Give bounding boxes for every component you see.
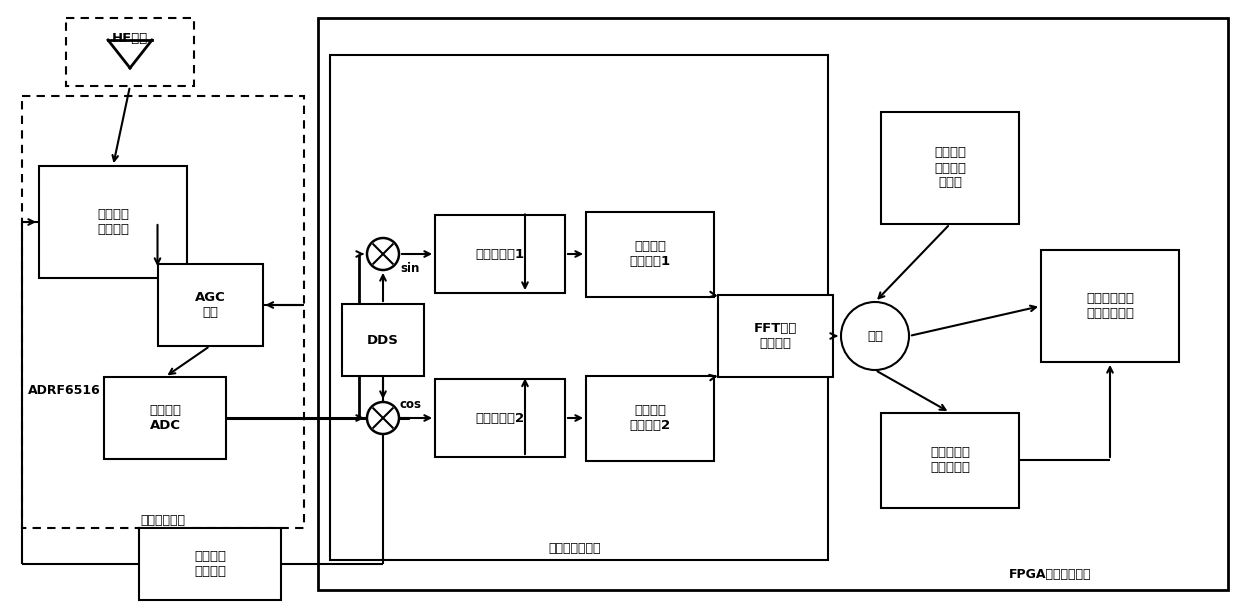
Bar — [587, 212, 714, 296]
Text: DDS: DDS — [367, 334, 399, 346]
Text: 动态特征系
数提取模块: 动态特征系 数提取模块 — [930, 446, 970, 474]
Text: 外部频率
控制模块: 外部频率 控制模块 — [193, 550, 226, 578]
Bar — [38, 166, 187, 278]
Bar — [718, 295, 832, 377]
Bar — [317, 18, 1228, 590]
Bar — [435, 379, 565, 457]
Text: 前端模拟装置: 前端模拟装置 — [140, 513, 186, 526]
Circle shape — [367, 238, 399, 270]
Text: 非相干解调装置: 非相干解调装置 — [549, 542, 601, 554]
Bar — [587, 376, 714, 460]
Bar — [880, 112, 1019, 224]
Text: 模数转换
ADC: 模数转换 ADC — [149, 404, 181, 432]
Bar — [342, 304, 424, 376]
Bar — [1042, 250, 1179, 362]
Text: FPGA能量检测装置: FPGA能量检测装置 — [1009, 569, 1091, 581]
Text: 下变频模块1: 下变频模块1 — [475, 247, 525, 261]
Text: cos: cos — [401, 398, 422, 411]
Text: ADRF6516: ADRF6516 — [29, 384, 100, 397]
Text: 信道的频率检
测与评估模块: 信道的频率检 测与评估模块 — [1086, 292, 1135, 320]
Text: sin: sin — [401, 261, 419, 275]
Bar — [330, 55, 828, 560]
Text: 比较: 比较 — [867, 329, 883, 343]
Bar — [22, 96, 304, 528]
Text: 信噪比指
数门限设
定模块: 信噪比指 数门限设 定模块 — [934, 146, 966, 190]
Text: HF信号: HF信号 — [112, 31, 148, 45]
Circle shape — [841, 302, 909, 370]
Bar — [104, 377, 226, 459]
Text: 下变频模块2: 下变频模块2 — [475, 411, 525, 425]
Text: AGC
模块: AGC 模块 — [195, 291, 226, 319]
Bar — [66, 18, 193, 86]
Text: 多波段谐
波滤波器: 多波段谐 波滤波器 — [97, 208, 129, 236]
Bar — [139, 528, 281, 600]
Bar — [880, 412, 1019, 507]
Text: FFT频谱
检测模块: FFT频谱 检测模块 — [754, 322, 796, 350]
Text: 带宽可调
滤波器的1: 带宽可调 滤波器的1 — [630, 240, 671, 268]
Text: 带宽可调
滤波器的2: 带宽可调 滤波器的2 — [630, 404, 671, 432]
Bar — [435, 215, 565, 293]
Bar — [157, 264, 263, 346]
Circle shape — [367, 402, 399, 434]
